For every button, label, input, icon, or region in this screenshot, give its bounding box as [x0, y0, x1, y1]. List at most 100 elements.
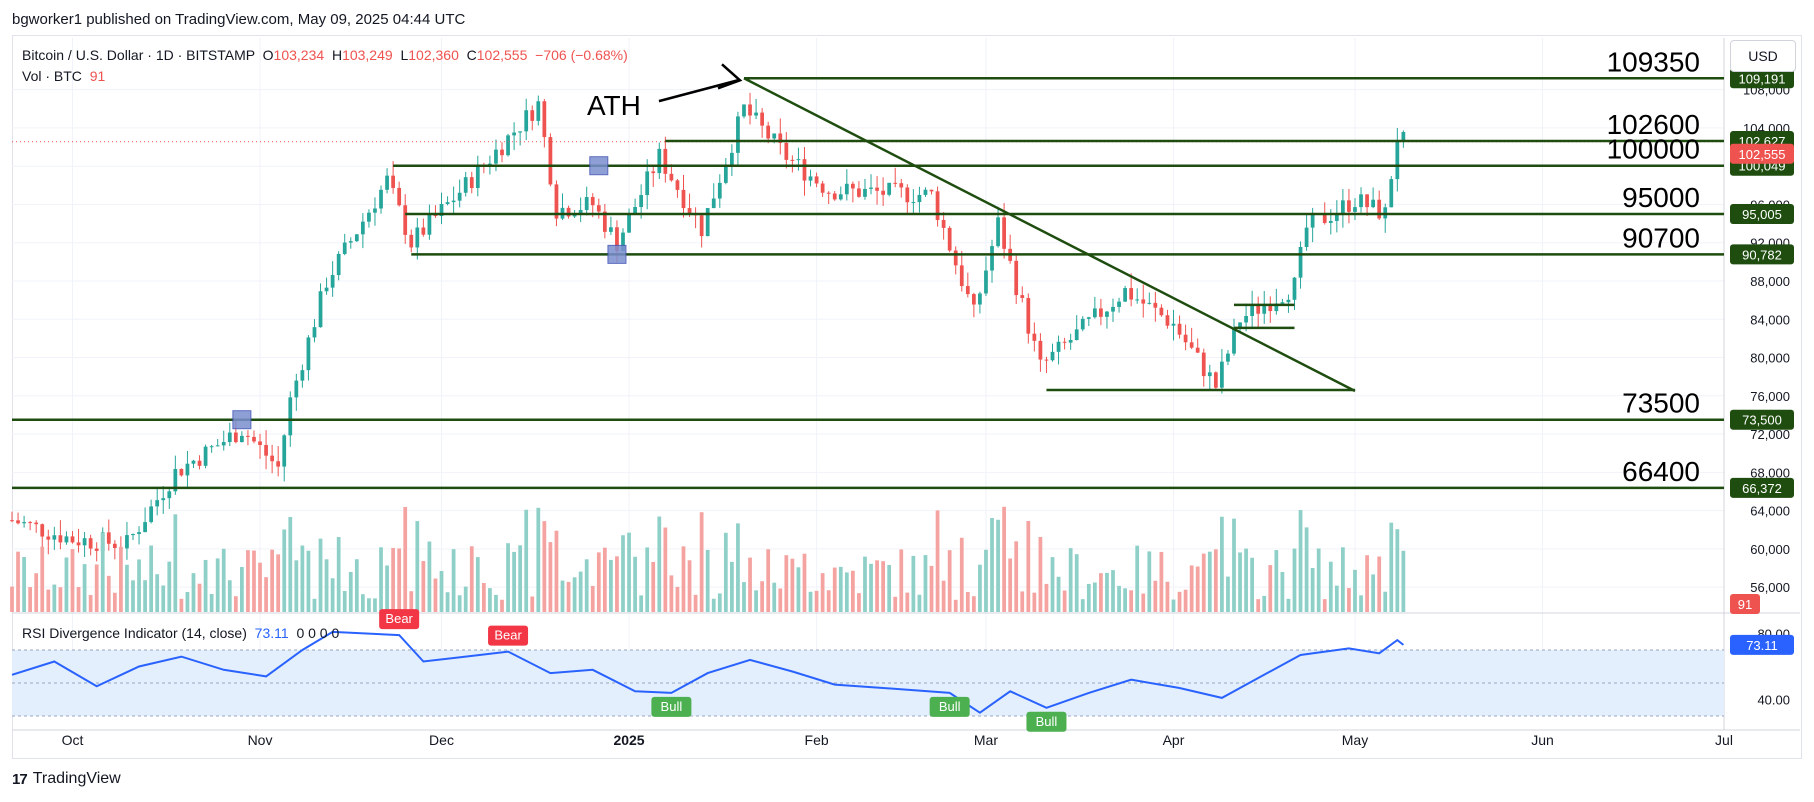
candle	[941, 219, 946, 228]
rsi-line	[11, 630, 1405, 714]
volume-bar	[155, 574, 160, 612]
volume-bar	[572, 577, 577, 612]
candle	[536, 101, 541, 121]
candle	[748, 104, 752, 116]
candle	[820, 183, 825, 193]
volume-bar	[851, 570, 855, 612]
candle	[524, 110, 529, 132]
candle	[258, 441, 262, 446]
candle	[379, 189, 383, 209]
candle	[935, 191, 940, 220]
volume-bar	[978, 564, 982, 612]
candle	[742, 104, 746, 117]
price-axis-label: 64,000	[1750, 504, 1790, 519]
candle	[1026, 297, 1031, 334]
volume-bar	[590, 585, 595, 612]
candle	[1310, 214, 1315, 228]
publisher-line: bgworker1 published on TradingView.com, …	[12, 11, 466, 28]
candle	[46, 536, 51, 540]
volume-bar	[379, 547, 383, 612]
price-axis-tag	[1730, 409, 1794, 430]
volume-bar	[772, 582, 777, 612]
candle	[802, 159, 807, 181]
volume-bar	[1298, 510, 1303, 612]
tradingview-logo[interactable]: 17 TradingView	[12, 770, 121, 788]
candle	[832, 193, 837, 200]
volume-bar	[1244, 548, 1248, 612]
candle	[1002, 217, 1006, 249]
symbol-title: Bitcoin / U.S. Dollar · 1D · BITSTAMP	[22, 47, 255, 63]
volume-bar	[675, 586, 680, 612]
candle	[1371, 199, 1376, 208]
candle	[766, 125, 771, 139]
candle	[984, 270, 988, 294]
volume-bar	[1014, 541, 1019, 612]
candle	[675, 180, 680, 190]
ohlc-close-value: 102,555	[476, 47, 528, 63]
volume-bar	[1220, 516, 1224, 612]
volume-bar	[1159, 551, 1164, 612]
candle	[959, 265, 964, 287]
volume-bar	[826, 590, 831, 612]
candle	[215, 445, 220, 447]
volume-bar	[844, 572, 849, 612]
volume-bar	[1383, 591, 1388, 612]
level-label: 100000	[1607, 134, 1700, 165]
volume-bar	[1322, 599, 1327, 612]
candle	[621, 232, 625, 252]
time-axis-label: Apr	[1163, 732, 1185, 748]
volume-bar	[233, 596, 238, 612]
candle	[324, 287, 329, 292]
volume-bar	[463, 586, 468, 612]
candle	[197, 460, 202, 466]
candle	[221, 442, 226, 446]
rsi-extra-values: 0 0 0 0	[296, 625, 340, 641]
candle	[881, 190, 885, 195]
candle	[627, 213, 631, 233]
volume-bar	[1365, 555, 1369, 612]
candle	[336, 253, 341, 276]
volume-bar	[427, 541, 432, 612]
volume-bar	[633, 556, 637, 612]
volume-bar	[863, 556, 867, 612]
candle	[52, 535, 57, 540]
price-axis-tag-label: 73,500	[1742, 413, 1782, 428]
volume-bar	[584, 559, 589, 612]
candle	[106, 532, 111, 544]
candle	[354, 234, 359, 242]
candle	[645, 171, 650, 196]
volume-bar	[1183, 589, 1188, 612]
candle	[778, 133, 783, 143]
candle	[82, 538, 87, 546]
volume-bar	[16, 551, 20, 612]
volume-bar	[22, 557, 26, 612]
volume-bar	[1262, 595, 1267, 612]
candle	[681, 189, 686, 209]
volume-bar	[881, 561, 885, 612]
volume-bar	[1123, 588, 1127, 612]
volume-bar	[1074, 554, 1079, 612]
volume-bar	[125, 564, 129, 612]
candle	[887, 182, 892, 195]
candle	[94, 548, 99, 551]
volume-bar	[784, 555, 789, 612]
candle	[917, 194, 922, 203]
candle	[893, 182, 898, 184]
candle	[633, 207, 637, 214]
volume-bar	[88, 595, 93, 612]
candle	[1014, 260, 1019, 296]
volume-bar	[179, 598, 184, 612]
candle	[651, 171, 656, 174]
volume-bar	[203, 559, 208, 612]
volume-bar	[1086, 583, 1091, 612]
volume-tag	[1730, 594, 1760, 614]
volume-tag-label: 91	[1738, 597, 1752, 612]
candle	[34, 522, 39, 525]
volume-bar	[457, 595, 462, 612]
candle	[566, 207, 571, 217]
candle	[1099, 308, 1103, 317]
currency-button[interactable]: USD	[1730, 40, 1796, 72]
volume-bar	[1274, 550, 1279, 612]
volume-bar	[354, 559, 359, 612]
